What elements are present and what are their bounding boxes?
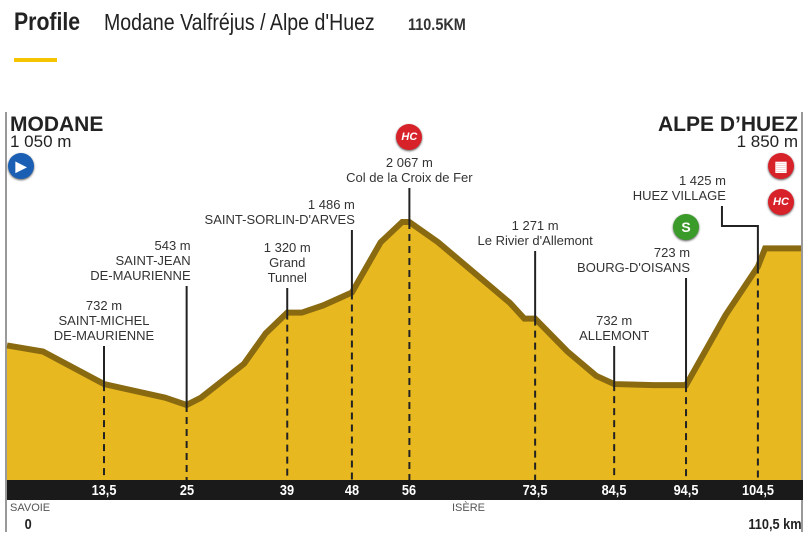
waypoint-label: 1 425 m HUEZ VILLAGE (633, 173, 726, 203)
waypoint-altitude: 543 m (154, 238, 191, 253)
waypoint-name: ALLEMONT (579, 328, 650, 343)
waypoint-name: SAINT-MICHEL DE-MAURIENNE (53, 313, 155, 343)
waypoint-label: 723 m BOURG-D'OISANS (577, 245, 690, 275)
waypoint-altitude: 2 067 m (385, 155, 433, 170)
km-tick-label: 73,5 (522, 482, 548, 499)
finish-altitude: 1 850 m (736, 132, 798, 151)
waypoint-altitude: 732 m (596, 313, 633, 328)
waypoint-name: HUEZ VILLAGE (632, 188, 726, 203)
waypoint-label: 1 320 m Grand Tunnel (264, 240, 311, 285)
waypoint-altitude: 1 425 m (678, 173, 726, 188)
sprint-icon: S (673, 214, 700, 240)
km-tick-label: 48 (344, 482, 359, 499)
frame-left (5, 112, 7, 532)
waypoint-name: SAINT-JEAN DE-MAURIENNE (90, 253, 191, 283)
waypoint-label: 543 m SAINT-JEAN DE-MAURIENNE (90, 238, 190, 283)
km-tick-label: 94,5 (673, 482, 699, 499)
waypoint-label: 732 m SAINT-MICHEL DE-MAURIENNE (54, 298, 154, 343)
terrain-area (7, 222, 801, 480)
waypoint-label: 1 271 m Le Rivier d'Allemont (478, 218, 593, 248)
region-isere: ISÈRE (452, 502, 486, 514)
end-km: 110,5 km (748, 516, 802, 533)
hc-climb-icon: HC (396, 124, 423, 150)
waypoint-altitude: 1 271 m (511, 218, 559, 233)
hc-climb-icon: HC (768, 189, 794, 215)
km-tick-label: 25 (179, 482, 194, 499)
region-savoie: SAVOIE (10, 502, 51, 514)
waypoint-altitude: 1 486 m (307, 197, 355, 212)
waypoint-name: Grand Tunnel (267, 255, 307, 285)
waypoint-altitude: 732 m (85, 298, 123, 313)
finish-name: ALPE D’HUEZ (657, 113, 798, 136)
km-tick-label: 13,5 (91, 482, 117, 499)
stage-title: Modane Valfréjus / Alpe d'Huez (103, 9, 375, 35)
waypoint-altitude: 723 m (653, 245, 691, 260)
header: Profile Modane Valfréjus / Alpe d'Huez 1… (14, 8, 476, 37)
km-tick-label: 104,5 (741, 482, 774, 499)
km-tick-label: 56 (402, 482, 417, 499)
frame-right (801, 112, 803, 532)
km-axis-bar (7, 480, 803, 500)
start-name: MODANE (10, 113, 104, 136)
km-tick-label: 39 (280, 482, 295, 499)
km-tick-label: 84,5 (601, 482, 627, 499)
waypoint-name: BOURG-D'OISANS (577, 260, 691, 275)
page-title: Profile (14, 8, 81, 36)
waypoint-name: Le Rivier d'Allemont (477, 233, 593, 248)
marker-leader-line (720, 206, 759, 267)
start-km: 0 (24, 516, 32, 533)
waypoint-label: 732 m ALLEMONT (579, 313, 649, 343)
waypoint-label: 2 067 m Col de la Croix de Fer (346, 155, 472, 185)
waypoint-altitude: 1 320 m (263, 240, 311, 255)
waypoint-label: 1 486 m SAINT-SORLIN-D'ARVES (205, 197, 355, 227)
finish-flag-icon: ▦ (768, 153, 794, 179)
stage-distance: 110.5KM (408, 15, 467, 34)
start-altitude: 1 050 m (10, 132, 72, 151)
title-underline (14, 58, 57, 62)
waypoint-name: SAINT-SORLIN-D'ARVES (204, 212, 355, 227)
waypoint-name: Col de la Croix de Fer (346, 170, 473, 185)
start-play-icon: ▶ (8, 153, 34, 179)
